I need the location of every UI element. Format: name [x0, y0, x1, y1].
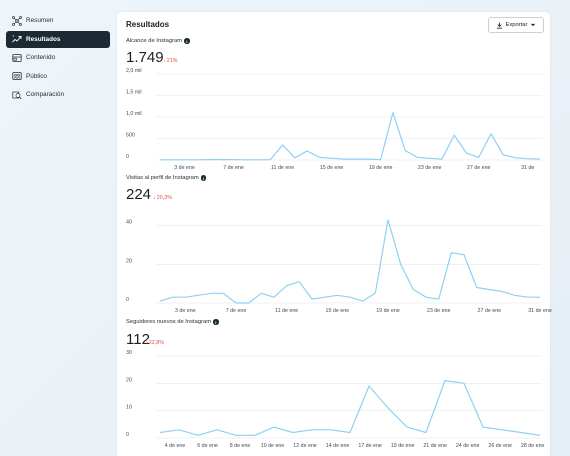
- info-icon[interactable]: i: [184, 38, 190, 44]
- arrow-down-icon: ↓: [153, 195, 156, 201]
- series-line[interactable]: [159, 219, 540, 304]
- arrow-down-icon: ↓: [145, 340, 148, 346]
- y-tick-label: 0: [126, 154, 129, 160]
- y-tick-label: 0: [126, 432, 129, 438]
- sidebar-item-label: Comparación: [26, 91, 65, 98]
- export-label: Exportar: [505, 22, 528, 28]
- sidebar-item-comparacion[interactable]: Comparación: [6, 86, 110, 103]
- audience-icon: [11, 71, 22, 82]
- sidebar-item-resumen[interactable]: Resumen: [6, 12, 110, 29]
- metric-value-profile-visits: 224: [126, 186, 152, 203]
- metric-label-new-followers: Seguidores nuevos de Instagram i: [126, 319, 219, 325]
- trend-icon: [11, 34, 22, 45]
- change-text: 21%: [166, 58, 178, 64]
- x-tick-label: 7 de ene: [223, 165, 244, 171]
- sidebar-item-label: Contenido: [26, 54, 56, 61]
- metric-change-new-followers: ↓ 22,8%: [145, 340, 164, 346]
- x-tick-label: 11 de ene: [275, 308, 298, 314]
- x-tick-label: 23 de ene: [418, 165, 442, 171]
- x-tick-label: 26 de ene: [488, 443, 512, 449]
- x-tick-label: 28 de ene: [521, 443, 545, 449]
- x-tick-label: 12 de ene: [293, 443, 317, 449]
- sidebar-item-publico[interactable]: Público: [6, 68, 110, 85]
- y-tick-label: 40: [126, 220, 132, 226]
- sidebar-item-resultados[interactable]: Resultados: [6, 30, 110, 48]
- metric-value-new-followers: 112: [126, 331, 150, 348]
- panel-title: Resultados: [126, 20, 170, 29]
- x-tick-label: 19 de ene: [369, 165, 393, 171]
- x-tick-label: 31 de: [521, 165, 534, 171]
- x-tick-label: 19 de ene: [391, 443, 415, 449]
- x-tick-label: 3 de ene: [174, 165, 195, 171]
- chart-new-followers: 0 10 20 30 4 de ene 6 de ene 8 de ene 10 de ene…: [126, 350, 545, 449]
- series-line[interactable]: [160, 112, 541, 161]
- x-tick-label: 11 de ene: [271, 165, 294, 171]
- metric-label-text: Seguidores nuevos de Instagram: [126, 319, 212, 325]
- download-icon: [496, 21, 502, 29]
- sidebar: Resumen Resultados Contenido Público Com…: [6, 12, 110, 105]
- x-tick-label: 14 de ene: [326, 443, 350, 449]
- y-tick-label: 500: [126, 133, 135, 139]
- metric-label-text: Alcance de Instagram: [126, 38, 183, 44]
- info-icon[interactable]: i: [213, 319, 219, 325]
- x-tick-label: 8 de ene: [230, 443, 251, 449]
- x-tick-label: 3 de ene: [175, 308, 196, 314]
- y-tick-label: 20: [126, 377, 132, 383]
- network-icon: [11, 15, 22, 26]
- chart-profile-visits: 0 20 40 3 de ene 7 de ene 11 de ene 15 de ene 1…: [126, 219, 552, 314]
- metric-change-reach: ↓ 21%: [163, 58, 178, 64]
- x-tick-label: 10 de ene: [261, 443, 285, 449]
- y-tick-label: 30: [126, 350, 132, 356]
- x-tick-label: 17 de ene: [358, 443, 382, 449]
- metric-label-profile-visits: Visitas al perfil de Instagram i: [126, 175, 207, 181]
- x-tick-label: 23 de ene: [427, 308, 451, 314]
- x-tick-label: 15 de ene: [320, 165, 344, 171]
- x-tick-label: 19 de ene: [376, 308, 400, 314]
- y-tick-label: 0: [126, 297, 129, 303]
- x-tick-label: 27 de ene: [467, 165, 491, 171]
- change-text: 20,3%: [156, 195, 172, 201]
- export-button[interactable]: Exportar: [488, 17, 544, 33]
- arrow-down-icon: ↓: [163, 58, 166, 64]
- y-tick-label: 20: [126, 258, 132, 264]
- caret-down-icon: [531, 23, 536, 27]
- metric-label-reach: Alcance de Instagram i: [126, 38, 190, 44]
- content-icon: [11, 52, 22, 63]
- metric-change-profile-visits: ↓ 20,3%: [153, 195, 172, 201]
- metric-value-reach: 1.749: [126, 49, 164, 66]
- y-tick-label: 1,5 mil: [126, 90, 142, 96]
- sidebar-item-label: Resumen: [26, 17, 54, 24]
- chart-reach: 0 500 1,0 mil 1,5 mil 2,0 mil 3 de ene 7 de en…: [126, 68, 542, 171]
- sidebar-item-label: Resultados: [26, 35, 61, 43]
- sidebar-item-contenido[interactable]: Contenido: [6, 49, 110, 66]
- x-tick-label: 31 de ene: [528, 308, 552, 314]
- y-tick-label: 2,0 mil: [126, 68, 142, 74]
- x-tick-label: 7 de ene: [226, 308, 247, 314]
- x-tick-label: 27 de ene: [478, 308, 502, 314]
- compare-icon: [11, 89, 22, 100]
- x-tick-label: 24 de ene: [456, 443, 480, 449]
- series-line[interactable]: [159, 380, 541, 436]
- results-panel: Resultados Exportar Alcance de Instagram…: [117, 12, 552, 456]
- x-tick-label: 21 de ene: [423, 443, 447, 449]
- metric-label-text: Visitas al perfil de Instagram: [126, 175, 199, 181]
- x-tick-label: 6 de ene: [197, 443, 218, 449]
- info-icon[interactable]: i: [200, 175, 207, 181]
- change-text: 22,8%: [148, 340, 164, 346]
- x-tick-label: 4 de ene: [165, 443, 186, 449]
- sidebar-item-label: Público: [26, 72, 47, 80]
- x-tick-label: 15 de ene: [326, 308, 350, 314]
- y-tick-label: 10: [126, 405, 132, 411]
- y-tick-label: 1,0 mil: [126, 111, 142, 117]
